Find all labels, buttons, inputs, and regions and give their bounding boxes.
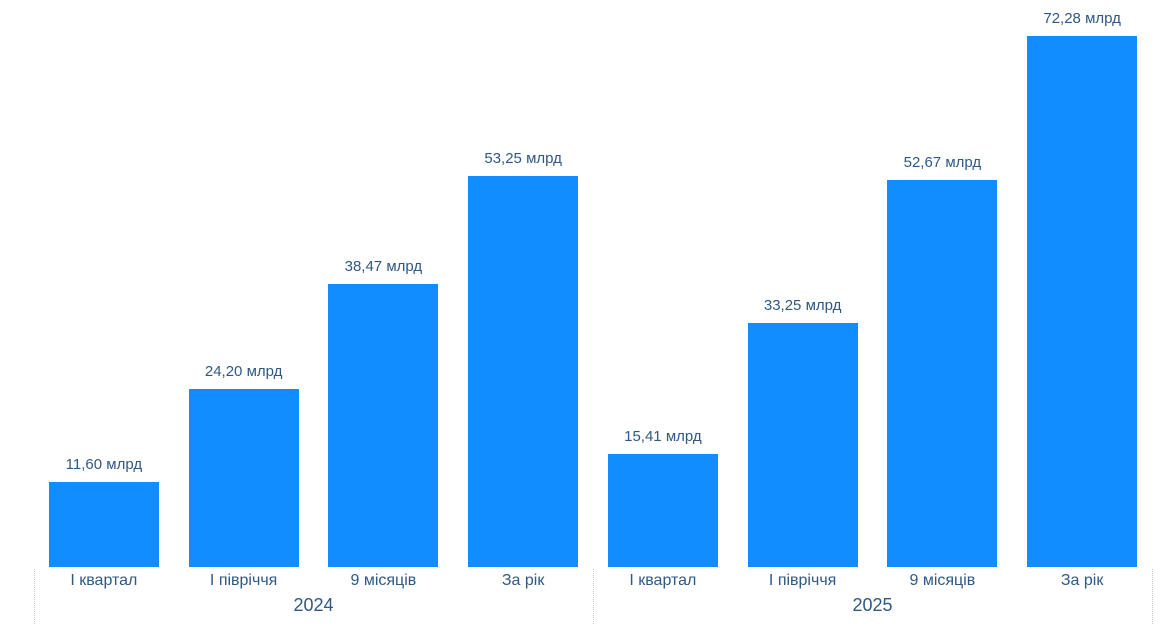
year-label: 2024 [293, 595, 334, 615]
bar-cell: 24,20 млрд [174, 0, 314, 567]
bar-value-label: 52,67 млрд [903, 154, 982, 171]
category-label: За рік [501, 572, 545, 589]
category-label: І півріччя [768, 572, 837, 589]
bar-cell: 52,67 млрд [873, 0, 1013, 567]
bar-value-label: 53,25 млрд [484, 150, 562, 167]
bar-cell: 33,25 млрд [733, 0, 873, 567]
year-group: 15,41 млрд 33,25 млрд 52,67 млрд 72,28 млрд… [593, 0, 1152, 627]
category-label: І півріччя [209, 572, 278, 589]
bar-cell: 72,28 млрд [1012, 0, 1152, 567]
category-label: І квартал [629, 572, 697, 589]
year-group: 11,60 млрд 24,20 млрд 38,47 млрд 53,25 млрд… [34, 0, 593, 627]
category-label: 9 місяців [909, 572, 976, 589]
bar[interactable] [468, 176, 579, 567]
bar[interactable] [328, 284, 439, 567]
bar[interactable] [747, 323, 858, 567]
group-separator-line [1152, 569, 1153, 624]
bars-row: 11,60 млрд 24,20 млрд 38,47 млрд 53,25 млрд [34, 0, 593, 567]
category-label: За рік [1060, 572, 1104, 589]
bar-value-label: 24,20 млрд [204, 363, 283, 380]
bar-value-label: 72,28 млрд [1043, 10, 1121, 27]
category-axis-row: І квартал І півріччя 9 місяців За рік [34, 567, 593, 592]
group-separator-line [593, 569, 594, 624]
category-label: 9 місяців [350, 572, 417, 589]
bar-cell: 11,60 млрд [34, 0, 174, 567]
bar-cell: 15,41 млрд [593, 0, 733, 567]
category-axis-row: І квартал І півріччя 9 місяців За рік [593, 567, 1152, 592]
bar-value-label: 33,25 млрд [763, 297, 842, 314]
category-label: І квартал [70, 572, 138, 589]
bar-value-label: 11,60 млрд [65, 456, 143, 473]
bar[interactable] [188, 389, 299, 567]
bar-value-label: 38,47 млрд [344, 258, 423, 275]
year-label: 2025 [852, 595, 893, 615]
group-separator-line [34, 569, 35, 624]
bar[interactable] [887, 180, 998, 567]
plot-area: 11,60 млрд 24,20 млрд 38,47 млрд 53,25 млрд… [34, 0, 1152, 627]
bar[interactable] [1027, 36, 1138, 567]
bar[interactable] [607, 454, 718, 567]
bar[interactable] [48, 482, 159, 567]
bar-cell: 53,25 млрд [453, 0, 593, 567]
bar-cell: 38,47 млрд [314, 0, 454, 567]
bars-row: 15,41 млрд 33,25 млрд 52,67 млрд 72,28 млрд [593, 0, 1152, 567]
bar-value-label: 15,41 млрд [624, 428, 702, 445]
